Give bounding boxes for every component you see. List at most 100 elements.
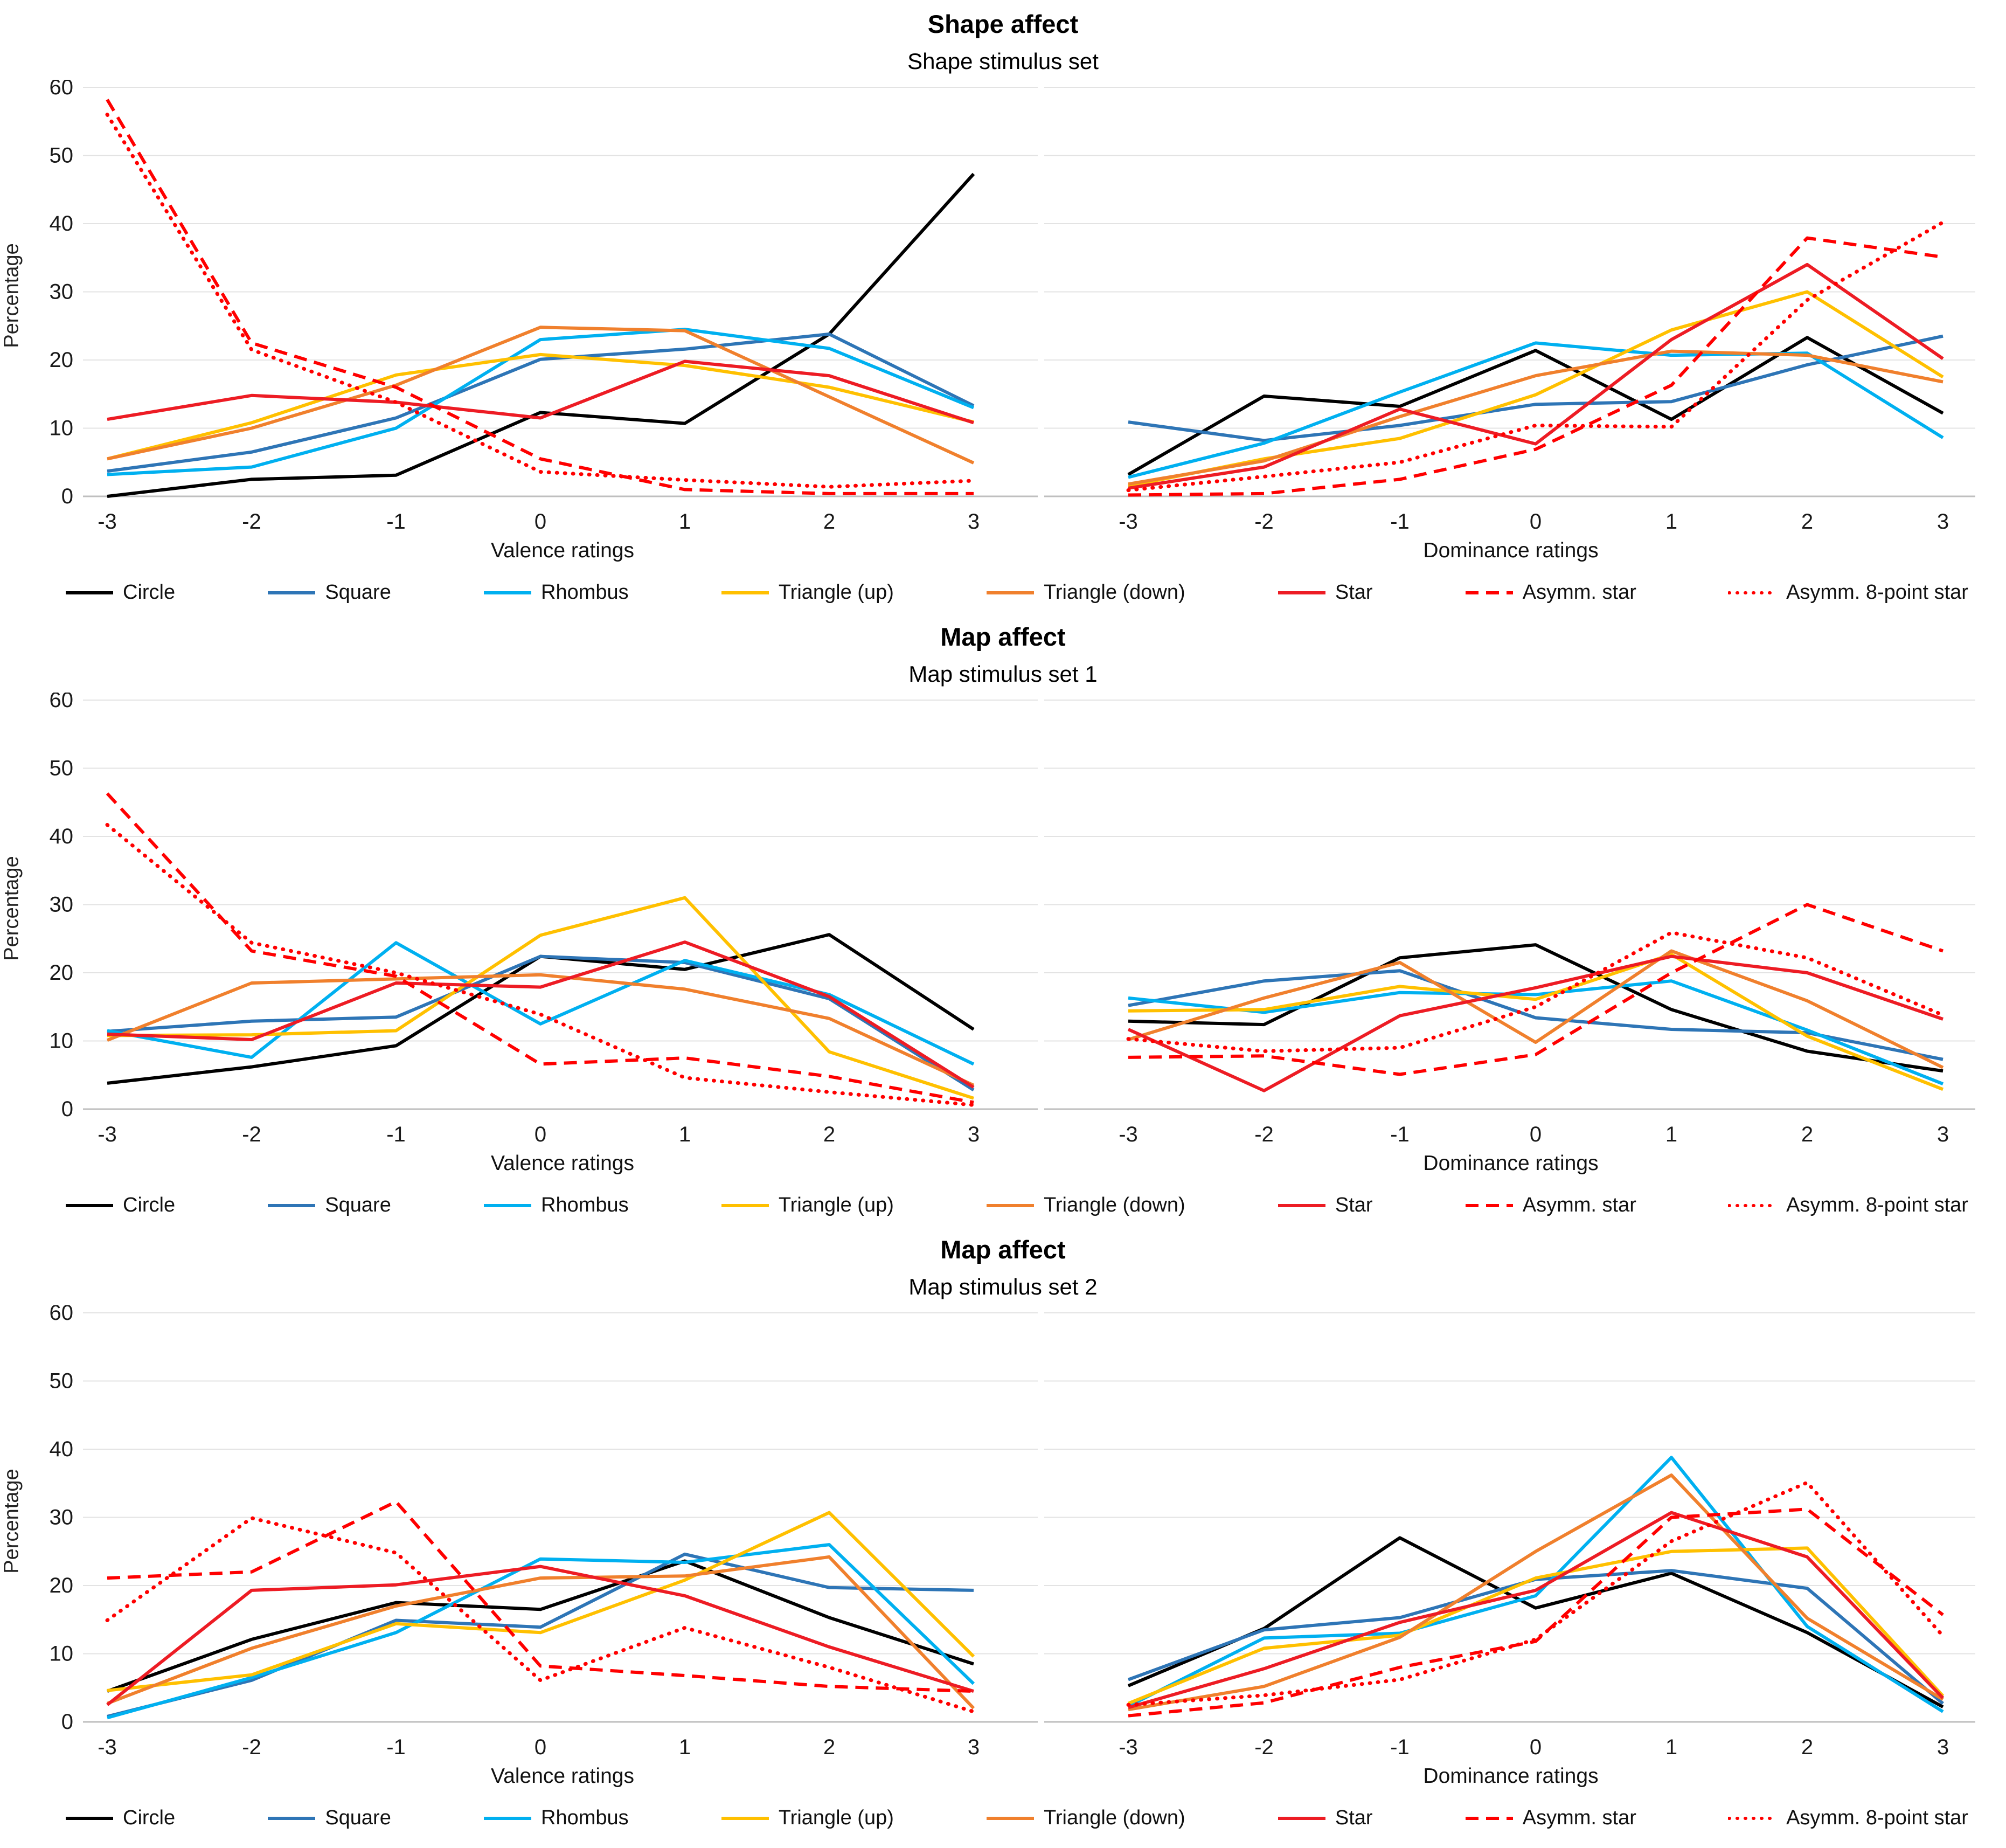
svg-text:1: 1 (1665, 1735, 1677, 1759)
svg-text:3: 3 (1937, 510, 1949, 534)
asymm-star-line-icon (1465, 1203, 1513, 1207)
svg-text:0: 0 (1530, 1735, 1542, 1759)
panel-title: Shape affect (927, 10, 1079, 38)
y-axis-title: Percentage (0, 855, 23, 961)
legend: Circle Square Rhombus Triangle (up) Tria… (0, 581, 2006, 604)
svg-text:40: 40 (50, 212, 74, 236)
legend-item-rhombus: Rhombus (483, 1194, 629, 1217)
svg-text:60: 60 (50, 693, 74, 712)
svg-text:-2: -2 (1254, 510, 1274, 534)
legend-item-star: Star (1277, 1194, 1373, 1217)
panel-title: Map affect (940, 622, 1066, 652)
svg-text:2: 2 (1801, 510, 1813, 534)
asymm-8-point-star-line-icon (1728, 1203, 1778, 1207)
svg-text:1: 1 (679, 1123, 691, 1146)
shape-valence-chart: 0 10 20 30 40 50 60 -3 -2 -1 0 1 2 3 (50, 80, 1038, 534)
map1-valence-chart: 0 10 20 30 40 50 60 -3 -2 -1 0 1 2 3 (50, 693, 1038, 1146)
svg-text:1: 1 (679, 510, 691, 534)
svg-text:10: 10 (50, 417, 74, 440)
x-axis-title: Dominance ratings (1423, 539, 1599, 563)
triangle-down-line-icon (987, 591, 1035, 594)
star-line-icon (1278, 1816, 1325, 1820)
shape-dominance-chart: -3 -2 -1 0 1 2 3 (1044, 87, 1975, 534)
legend: Circle Square Rhombus Triangle (up) Tria… (0, 1807, 2006, 1830)
legend-item-square: Square (267, 1194, 391, 1217)
charts-row: Percentage 0 10 20 30 40 50 60 -3 -2 -1 0 1 2 3 Valen… (0, 80, 2006, 563)
svg-text:50: 50 (50, 144, 74, 168)
svg-text:20: 20 (50, 1574, 74, 1597)
svg-text:-1: -1 (386, 510, 406, 534)
rhombus-line-icon (484, 1203, 532, 1207)
legend-item-circle: Circle (65, 1807, 175, 1830)
map2-valence-chart: 0 10 20 30 40 50 60 -3 -2 -1 0 1 2 3 (50, 1305, 1038, 1759)
svg-text:30: 30 (50, 1506, 74, 1529)
svg-text:0: 0 (535, 1123, 546, 1146)
svg-text:0: 0 (535, 1735, 546, 1759)
legend-item-square: Square (267, 1807, 391, 1830)
svg-text:50: 50 (50, 757, 74, 780)
legend-item-star: Star (1277, 581, 1373, 604)
svg-text:0: 0 (61, 1097, 73, 1121)
chart-block-dominance: -3 -2 -1 0 1 2 3 Dominance ratings (1042, 1305, 1980, 1788)
svg-text:3: 3 (968, 1735, 980, 1759)
rhombus-line-icon (484, 591, 532, 594)
svg-text:-2: -2 (242, 1735, 261, 1759)
svg-text:-1: -1 (1390, 510, 1410, 534)
svg-text:-3: -3 (1119, 1123, 1138, 1146)
asymm-8-point-star-line-icon (1728, 1816, 1778, 1820)
legend-item-asymm-star: Asymm. star (1464, 581, 1636, 604)
svg-text:1: 1 (1665, 510, 1677, 534)
charts-row: Percentage 0 10 20 30 40 50 60 -3 -2 -1 0 1 2 3 Valen… (0, 1305, 2006, 1788)
svg-text:-1: -1 (1390, 1123, 1410, 1146)
panel-subtitle: Shape stimulus set (907, 49, 1099, 74)
chart-block-dominance: -3 -2 -1 0 1 2 3 Dominance ratings (1042, 80, 1980, 563)
svg-text:-3: -3 (98, 1735, 117, 1759)
asymm-8-point-star-line-icon (1728, 591, 1778, 594)
legend-item-circle: Circle (65, 581, 175, 604)
svg-text:30: 30 (50, 280, 74, 304)
asymm-star-line-icon (1465, 591, 1513, 594)
legend-item-asymm-8-point-star: Asymm. 8-point star (1728, 581, 1968, 604)
svg-text:3: 3 (1937, 1735, 1949, 1759)
asymm-star-line-icon (1465, 1816, 1513, 1820)
triangle-up-line-icon (721, 591, 769, 594)
square-line-icon (268, 591, 316, 594)
legend-item-asymm-8-point-star: Asymm. 8-point star (1728, 1194, 1968, 1217)
legend-item-asymm-star: Asymm. star (1464, 1807, 1636, 1830)
x-axis-title: Valence ratings (491, 539, 634, 563)
x-axis-title: Valence ratings (491, 1764, 634, 1788)
panel-shape-affect: Shape affect Shape stimulus set Percenta… (0, 10, 2006, 604)
triangle-down-line-icon (987, 1203, 1035, 1207)
svg-text:50: 50 (50, 1369, 74, 1393)
legend-item-star: Star (1277, 1807, 1373, 1830)
x-axis-title: Dominance ratings (1423, 1152, 1599, 1175)
svg-text:-2: -2 (242, 510, 261, 534)
triangle-down-line-icon (987, 1816, 1035, 1820)
svg-text:2: 2 (1801, 1735, 1813, 1759)
svg-text:0: 0 (535, 510, 546, 534)
rhombus-line-icon (484, 1816, 532, 1820)
svg-text:60: 60 (50, 1305, 74, 1325)
legend-item-triangle-up: Triangle (up) (720, 1194, 894, 1217)
svg-text:-1: -1 (1390, 1735, 1410, 1759)
y-axis-title: Percentage (0, 243, 23, 348)
triangle-up-line-icon (721, 1816, 769, 1820)
panel-map-affect-1: Map affect Map stimulus set 1 Percentage… (0, 622, 2006, 1217)
panel-subtitle: Map stimulus set 2 (908, 1274, 1098, 1300)
svg-text:2: 2 (1801, 1123, 1813, 1146)
svg-text:-3: -3 (98, 510, 117, 534)
legend: Circle Square Rhombus Triangle (up) Tria… (0, 1194, 2006, 1217)
legend-item-square: Square (267, 581, 391, 604)
svg-text:-1: -1 (386, 1735, 406, 1759)
circle-line-icon (66, 1203, 113, 1207)
legend-item-circle: Circle (65, 1194, 175, 1217)
svg-text:10: 10 (50, 1642, 74, 1666)
svg-text:20: 20 (50, 961, 74, 985)
triangle-up-line-icon (721, 1203, 769, 1207)
legend-item-triangle-down: Triangle (down) (985, 1194, 1185, 1217)
svg-text:-3: -3 (1119, 510, 1138, 534)
chart-block-dominance: -3 -2 -1 0 1 2 3 Dominance ratings (1042, 693, 1980, 1175)
legend-item-asymm-8-point-star: Asymm. 8-point star (1728, 1807, 1968, 1830)
legend-item-rhombus: Rhombus (483, 1807, 629, 1830)
x-axis-title: Dominance ratings (1423, 1764, 1599, 1788)
